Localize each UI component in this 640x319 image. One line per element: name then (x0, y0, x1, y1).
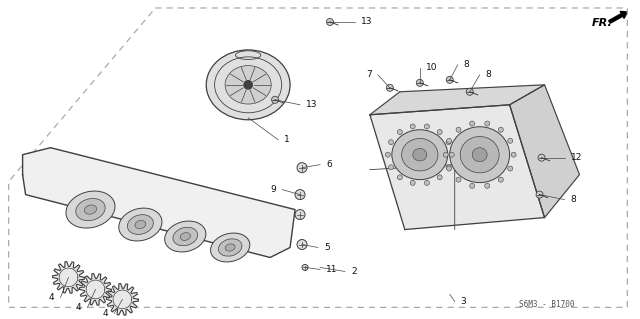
Circle shape (295, 189, 305, 200)
Text: 8: 8 (570, 195, 576, 204)
Ellipse shape (472, 148, 487, 162)
Polygon shape (509, 85, 579, 218)
Text: 11: 11 (326, 265, 337, 274)
Circle shape (447, 166, 452, 171)
Ellipse shape (460, 137, 499, 173)
Ellipse shape (225, 244, 235, 251)
Text: 6: 6 (326, 160, 332, 169)
Polygon shape (106, 284, 138, 315)
Circle shape (410, 181, 415, 185)
Circle shape (416, 79, 423, 86)
Text: 4: 4 (76, 303, 81, 312)
Text: 9: 9 (270, 185, 276, 194)
Text: 13: 13 (361, 18, 372, 26)
Circle shape (466, 88, 473, 95)
Circle shape (297, 240, 307, 249)
Circle shape (456, 177, 461, 182)
Circle shape (424, 124, 429, 129)
Circle shape (302, 264, 308, 271)
Text: 7: 7 (366, 70, 372, 79)
Ellipse shape (225, 66, 271, 104)
Circle shape (484, 183, 490, 188)
Circle shape (456, 127, 461, 132)
Ellipse shape (206, 50, 290, 120)
Circle shape (437, 175, 442, 180)
Text: FR.: FR. (591, 18, 612, 28)
Circle shape (387, 84, 394, 91)
Circle shape (295, 210, 305, 219)
Ellipse shape (119, 208, 162, 241)
Circle shape (499, 177, 503, 182)
Text: 12: 12 (570, 153, 582, 162)
Circle shape (397, 175, 403, 180)
Ellipse shape (127, 215, 154, 234)
Circle shape (271, 96, 278, 103)
Circle shape (470, 121, 475, 126)
Text: 4: 4 (49, 293, 54, 302)
Polygon shape (52, 262, 84, 293)
Circle shape (449, 152, 454, 157)
Text: 8: 8 (464, 60, 470, 69)
Ellipse shape (413, 148, 427, 161)
Circle shape (470, 183, 475, 188)
Circle shape (437, 130, 442, 135)
Ellipse shape (392, 130, 448, 180)
Ellipse shape (211, 233, 250, 262)
Circle shape (447, 138, 452, 143)
Text: 4: 4 (103, 309, 108, 318)
Circle shape (499, 127, 503, 132)
Text: 10: 10 (426, 63, 437, 72)
Ellipse shape (218, 239, 242, 256)
Ellipse shape (402, 138, 438, 171)
Circle shape (446, 140, 451, 145)
Polygon shape (79, 273, 111, 305)
Circle shape (536, 191, 543, 198)
Circle shape (397, 130, 403, 135)
FancyArrow shape (609, 11, 627, 23)
Circle shape (484, 121, 490, 126)
Circle shape (244, 81, 252, 89)
Circle shape (410, 124, 415, 129)
Circle shape (444, 152, 448, 157)
Text: 1: 1 (284, 135, 290, 144)
Ellipse shape (135, 220, 146, 229)
Ellipse shape (236, 51, 260, 60)
Circle shape (446, 76, 453, 83)
Ellipse shape (180, 233, 191, 241)
Ellipse shape (450, 127, 509, 182)
Circle shape (538, 154, 545, 161)
Circle shape (326, 19, 333, 26)
Polygon shape (370, 105, 545, 230)
Ellipse shape (173, 227, 198, 246)
Text: 3: 3 (461, 297, 467, 306)
Text: 13: 13 (306, 100, 317, 109)
Circle shape (424, 181, 429, 185)
Ellipse shape (164, 221, 206, 252)
Circle shape (511, 152, 516, 157)
Polygon shape (22, 148, 295, 257)
Polygon shape (370, 85, 545, 115)
Text: 8: 8 (486, 70, 492, 79)
Circle shape (385, 152, 390, 157)
Circle shape (388, 140, 394, 145)
Text: 2: 2 (351, 267, 356, 276)
Ellipse shape (66, 191, 115, 228)
Circle shape (508, 138, 513, 143)
Text: 5: 5 (324, 243, 330, 252)
Circle shape (446, 165, 451, 170)
Circle shape (297, 163, 307, 173)
Circle shape (388, 165, 394, 170)
Circle shape (508, 166, 513, 171)
Ellipse shape (76, 198, 105, 221)
Ellipse shape (84, 205, 97, 214)
Text: S6M3 - B1700: S6M3 - B1700 (519, 300, 575, 309)
